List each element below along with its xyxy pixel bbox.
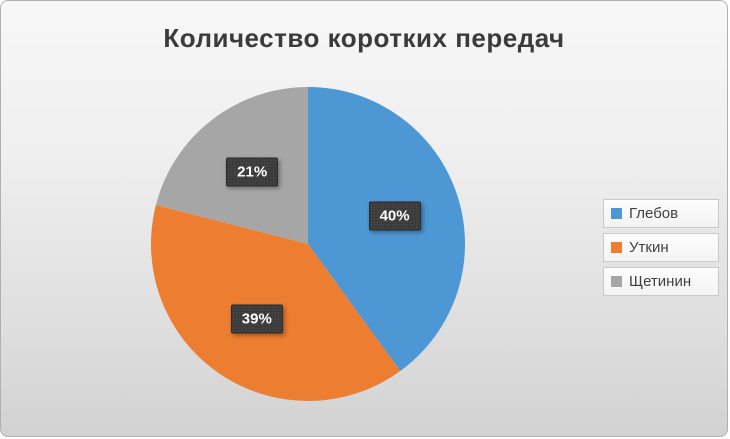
legend: Глебов Уткин Щетинин	[603, 199, 719, 296]
legend-item-0: Глебов	[603, 199, 719, 228]
legend-label-1: Уткин	[629, 239, 669, 256]
pie-chart	[151, 87, 465, 401]
legend-swatch-2	[611, 276, 622, 287]
legend-label-2: Щетинин	[629, 273, 692, 290]
legend-swatch-1	[611, 242, 622, 253]
chart-title: Количество коротких передач	[163, 23, 565, 53]
legend-item-2: Щетинин	[603, 267, 719, 296]
legend-label-0: Глебов	[629, 205, 679, 222]
pie-chart-area: 40% 39% 21%	[148, 84, 468, 404]
legend-swatch-0	[611, 208, 622, 219]
legend-item-1: Уткин	[603, 233, 719, 262]
pie-slice-1	[151, 204, 401, 401]
